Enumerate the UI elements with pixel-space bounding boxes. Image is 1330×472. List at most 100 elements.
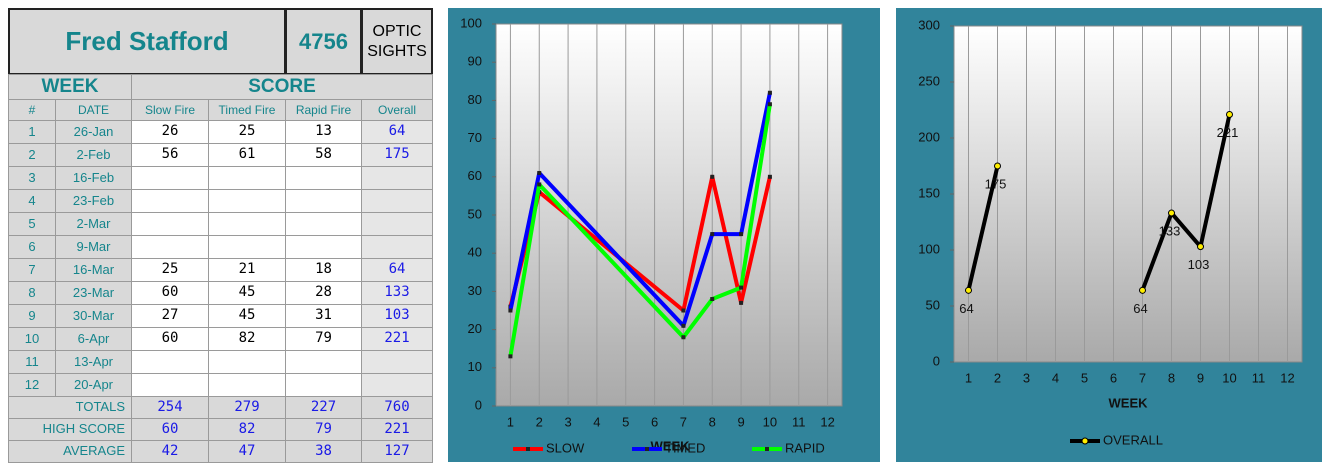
table-cell	[285, 373, 362, 397]
legend-label: TIMED	[665, 440, 705, 455]
legend-marker	[526, 447, 530, 451]
table-cell: 38	[285, 440, 362, 463]
data-label: 175	[985, 176, 1007, 191]
x-tick-label: 10	[1222, 370, 1236, 385]
table-cell	[285, 189, 362, 213]
marker	[994, 162, 1001, 170]
marker	[739, 300, 744, 305]
table-cell: 42	[131, 440, 209, 463]
table-cell: 133	[361, 281, 433, 305]
marker	[965, 286, 972, 294]
series-line	[508, 92, 772, 328]
table-cell	[131, 212, 209, 236]
series-line	[1140, 114, 1232, 292]
table-cell: Fred Stafford	[8, 8, 286, 75]
table-cell	[208, 235, 286, 259]
table-cell: 31	[285, 304, 362, 328]
x-tick-label: 8	[1168, 370, 1175, 385]
table-cell: 2-Mar	[55, 212, 132, 236]
y-tick-label: 300	[918, 17, 940, 32]
table-cell: 27	[131, 304, 209, 328]
marker	[508, 354, 513, 359]
legend-label: SLOW	[546, 440, 585, 455]
table-cell: 103	[361, 304, 433, 328]
x-tick-label: 1	[507, 414, 514, 429]
table-cell: 25	[131, 258, 209, 282]
table-cell: Rapid Fire	[285, 99, 362, 121]
y-tick-label: 200	[918, 129, 940, 144]
marker	[537, 170, 542, 175]
data-label: 64	[959, 301, 973, 316]
table-cell: TOTALS	[8, 396, 132, 419]
x-tick-label: 7	[680, 414, 687, 429]
table-cell	[361, 212, 433, 236]
y-tick-label: 250	[918, 73, 940, 88]
table-cell: 61	[208, 143, 286, 167]
data-label: 221	[1217, 125, 1239, 140]
x-tick-label: 11	[792, 414, 806, 429]
table-cell: 23-Mar	[55, 281, 132, 305]
table-cell: 26	[131, 120, 209, 144]
y-tick-label: 20	[468, 321, 482, 336]
y-tick-label: 80	[468, 92, 482, 107]
x-tick-label: 9	[737, 414, 744, 429]
table-cell: 12	[8, 373, 56, 397]
marker	[739, 232, 744, 237]
table-cell: 2	[8, 143, 56, 167]
table-cell	[208, 189, 286, 213]
marker	[1226, 110, 1233, 118]
marker	[1197, 243, 1204, 251]
y-tick-label: 50	[926, 297, 940, 312]
y-tick-label: 40	[468, 245, 482, 260]
table-cell: 175	[361, 143, 433, 167]
x-tick-label: 2	[994, 370, 1001, 385]
marker	[767, 102, 772, 107]
table-cell	[208, 373, 286, 397]
table-cell	[208, 350, 286, 374]
table-cell: 11	[8, 350, 56, 374]
marker	[681, 308, 686, 313]
x-tick-label: 12	[1280, 370, 1294, 385]
marker	[710, 297, 715, 302]
table-cell: AVERAGE	[8, 440, 132, 463]
x-tick-label: 9	[1197, 370, 1204, 385]
table-cell: 21	[208, 258, 286, 282]
y-tick-label: 0	[475, 397, 482, 412]
table-cell	[131, 350, 209, 374]
legend-marker	[645, 447, 649, 451]
table-cell: HIGH SCORE	[8, 418, 132, 441]
x-tick-label: 11	[1252, 370, 1266, 385]
series-line	[508, 103, 772, 357]
marker	[508, 308, 513, 313]
data-label: 103	[1188, 257, 1210, 272]
table-cell: 20-Apr	[55, 373, 132, 397]
y-tick-label: 60	[468, 168, 482, 183]
x-axis-title: WEEK	[1109, 395, 1149, 410]
x-tick-label: 3	[1023, 370, 1030, 385]
table-cell: 56	[131, 143, 209, 167]
data-label: 133	[1159, 223, 1181, 238]
data-label: 64	[1133, 301, 1147, 316]
x-tick-label: 3	[564, 414, 571, 429]
marker	[681, 323, 686, 328]
y-tick-label: 100	[918, 241, 940, 256]
table-cell: 60	[131, 418, 209, 441]
marker	[1139, 286, 1146, 294]
table-cell	[285, 350, 362, 374]
table-cell: 64	[361, 258, 433, 282]
y-tick-label: 10	[468, 359, 482, 374]
x-tick-label: 8	[709, 414, 716, 429]
y-tick-label: 70	[468, 130, 482, 145]
x-tick-label: 5	[1081, 370, 1088, 385]
table-cell: 30-Mar	[55, 304, 132, 328]
y-tick-label: 50	[468, 206, 482, 221]
x-tick-label: 1	[965, 370, 972, 385]
marker	[710, 174, 715, 179]
x-tick-label: 5	[622, 414, 629, 429]
x-tick-label: 6	[1110, 370, 1117, 385]
table-cell	[208, 166, 286, 190]
legend-label: OVERALL	[1103, 432, 1163, 447]
x-tick-label: 4	[593, 414, 600, 429]
